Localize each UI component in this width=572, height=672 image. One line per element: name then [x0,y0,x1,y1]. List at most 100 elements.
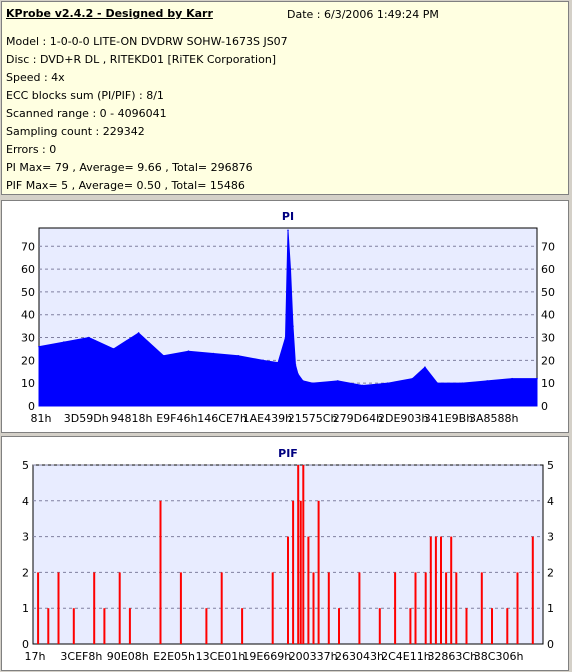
pif-bar [179,572,182,644]
y-tick-label-right: 0 [547,638,554,651]
x-tick-label: 263043h [335,650,384,663]
pif-bar [128,608,131,644]
pi-data-point [294,364,297,366]
y-tick-label-right: 1 [547,602,554,615]
pi-data-point [436,382,439,384]
pif-bar [414,572,417,644]
pi-data-point [187,350,190,353]
pif-bar [424,572,427,644]
pi-data-point [411,377,414,380]
x-tick-label: E9F46h [156,412,197,425]
pi-data-point [297,373,299,375]
pi-data-point [292,325,294,327]
y-tick-label-left: 3 [22,531,29,544]
pif-bar [297,465,300,644]
scan-date: Date : 6/3/2006 1:49:24 PM [287,8,439,21]
pi-chart: PI 0 0 10 10 20 20 30 30 40 40 50 50 60 60 70 70 81h 3D59D… [21,210,555,425]
pi-data-point [212,352,215,355]
x-tick-label: E2E05h [153,650,195,663]
info-panel: KProbe v2.4.2 - Designed by Karr Date : … [1,1,569,195]
pif-bar [327,572,330,644]
x-tick-label: 3CEF8h [60,650,102,663]
x-tick-label: 2C4E11h [381,650,431,663]
pif-bar [465,608,468,644]
pi-data-point [536,377,538,380]
x-tick-label: 13CE01h [196,650,246,663]
y-tick-label-right: 40 [541,309,555,322]
x-tick-label: 32863Ch [427,650,477,663]
y-tick-label-left: 50 [21,286,35,299]
pif-chart: PIF 0 0 1 1 2 2 3 3 4 4 5 5 17h 3CEF8h 90E08h E2E05h 13CE… [22,447,554,663]
y-tick-label-left: 1 [22,602,29,615]
info-errors: Errors : 0 [6,143,57,156]
y-tick-label-left: 60 [21,263,35,276]
x-tick-label: 38C306h [474,650,524,663]
y-tick-label-right: 10 [541,377,555,390]
x-tick-label: 90E08h [107,650,149,663]
pi-data-point [63,341,65,343]
pif-bar [317,500,320,644]
x-tick-label: 200337h [289,650,338,663]
pif-bar [205,608,208,644]
pi-data-point [112,348,115,350]
info-scanned-range: Scanned range : 0 - 4096041 [6,107,167,120]
info-sampling-count: Sampling count : 229342 [6,125,145,138]
info-model: Model : 1-0-0-0 LITE-ON DVDRW SOHW-1673S… [6,35,288,48]
pif-bar [93,572,96,644]
pif-bar [394,572,397,644]
pi-data-point [386,382,389,384]
y-tick-label-left: 0 [22,638,29,651]
pif-bar [287,536,289,644]
info-speed: Speed : 4x [6,71,65,84]
chart-title: PI [282,210,294,223]
y-tick-label-left: 2 [22,566,29,579]
x-tick-label: 279D64h [333,412,383,425]
pif-bar [338,608,340,644]
x-tick-label: 3A8588h [469,412,519,425]
x-tick-label: 341E9Bh [424,412,473,425]
y-tick-label-left: 4 [22,495,29,508]
info-lines: Model : 1-0-0-0 LITE-ON DVDRW SOHW-1673S… [6,33,288,195]
pif-bar [292,500,295,644]
pif-bar [103,608,106,644]
pi-data-point [277,361,279,364]
pif-bar [491,608,493,644]
info-pif-summary: PIF Max= 5 , Average= 0.50 , Total= 1548… [6,179,245,192]
y-tick-label-left: 30 [21,332,35,345]
pi-series-area [38,230,538,407]
y-tick-label-left: 20 [21,354,35,367]
y-tick-label-right: 50 [541,286,555,299]
pi-data-point [486,380,489,382]
pi-data-point [312,382,314,384]
x-tick-label: 146CE7h [197,412,247,425]
pif-bar [445,572,448,644]
x-tick-label: 81h [31,412,52,425]
pi-data-point [237,354,239,357]
pif-bar [450,536,453,644]
x-tick-label: 17h [25,650,46,663]
pi-chart-panel: PI 0 0 10 10 20 20 30 30 40 40 50 50 60 60 70 70 81h 3D59D… [1,200,569,433]
pif-bar [37,572,40,644]
pif-bar [302,465,305,644]
pif-bar [440,536,442,644]
pif-bar [409,608,412,644]
y-tick-label-left: 70 [21,240,35,253]
y-tick-label-right: 4 [547,495,554,508]
pif-bar [220,572,223,644]
pi-data-point [262,359,264,362]
pif-bar [47,608,50,644]
pif-bar [118,572,121,644]
y-tick-label-right: 0 [541,400,548,413]
x-tick-label: 94818h [111,412,153,425]
pi-data-point [302,380,304,382]
x-tick-label: 2DE903h [378,412,428,425]
pi-data-point [38,345,40,348]
x-tick-label: 21575Ch [288,412,338,425]
info-pi-summary: PI Max= 79 , Average= 9.66 , Total= 2968… [6,161,253,174]
pif-bar [241,608,244,644]
pif-bar [506,608,509,644]
pi-data-point [287,229,289,232]
pi-data-point [461,382,464,384]
x-tick-label: 19E669h [242,650,291,663]
pif-bar [57,572,60,644]
